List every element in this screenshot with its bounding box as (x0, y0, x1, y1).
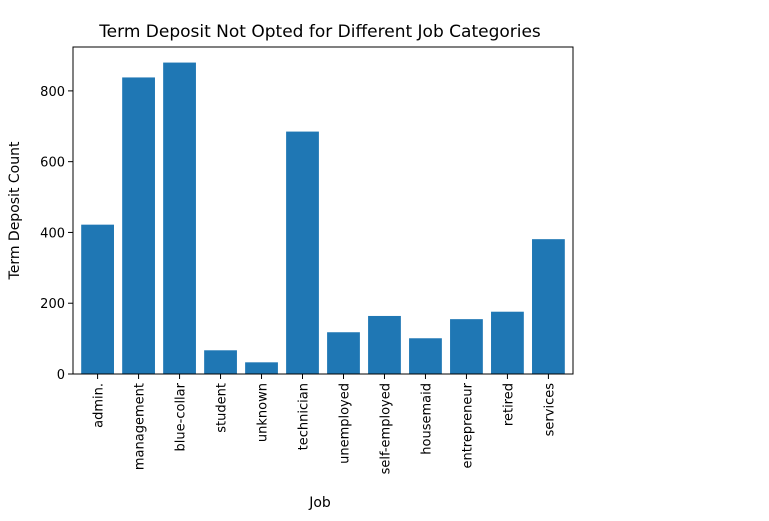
bar-services (532, 239, 565, 374)
x-axis-label: Job (308, 495, 331, 511)
plot-area-frame (72, 46, 574, 375)
x-axis: admin. management blue-collar student unknow… (92, 374, 557, 474)
y-tick-label: 600 (40, 156, 65, 171)
y-tick-label: 0 (57, 368, 65, 383)
bar-unemployed (327, 332, 360, 374)
x-tick-label: entrepreneur (460, 382, 475, 468)
y-axis: 0 200 400 600 800 (40, 85, 73, 383)
bar-admin (81, 224, 114, 374)
x-tick-label: unknown (256, 383, 271, 442)
bar-technician (286, 131, 319, 374)
x-tick-label: technician (297, 383, 312, 450)
x-tick-label: blue-collar (174, 382, 189, 451)
x-tick-label: management (133, 383, 148, 470)
x-tick-label: services (542, 383, 557, 437)
x-tick-label: self-employed (378, 383, 393, 474)
y-axis-label: Term Deposit Count (7, 141, 23, 280)
x-tick-label: housemaid (419, 383, 434, 455)
y-tick-label: 200 (40, 297, 65, 312)
bar-retired (491, 311, 524, 374)
bar-management (122, 77, 155, 374)
bar-entrepreneur (450, 319, 483, 374)
x-tick-label: student (215, 383, 230, 433)
y-tick-label: 400 (40, 226, 65, 241)
bar-blue-collar (163, 62, 196, 374)
bar-self-employed (368, 315, 401, 374)
x-tick-label: unemployed (337, 383, 352, 464)
bar-housemaid (409, 338, 442, 374)
y-tick-label: 800 (40, 85, 65, 100)
x-tick-label: admin. (92, 383, 107, 428)
chart-title: Term Deposit Not Opted for Different Job… (98, 22, 541, 42)
bar-student (204, 350, 237, 374)
bars-group (81, 62, 565, 374)
bar-unknown (245, 362, 278, 374)
x-tick-label: retired (501, 383, 516, 426)
